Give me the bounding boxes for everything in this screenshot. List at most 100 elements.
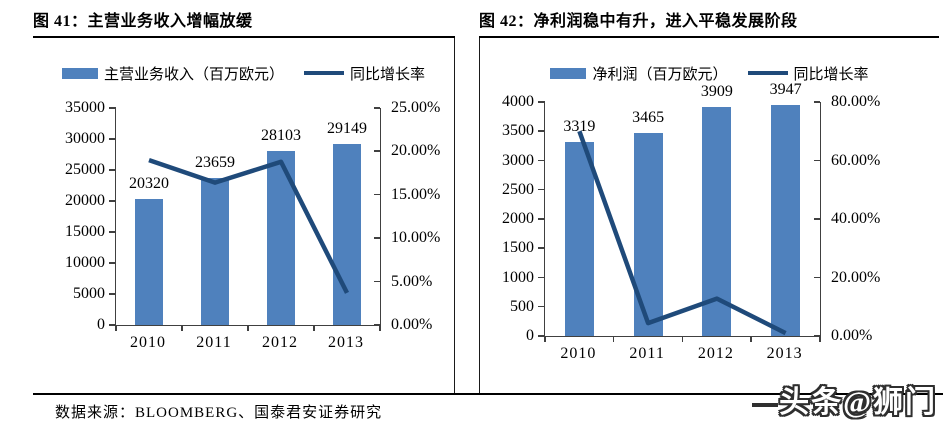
footer-divider: [33, 393, 943, 395]
right-axis-tick-label: 40.00%: [831, 210, 881, 228]
x-axis-tick: [819, 336, 821, 342]
bar-value-label: 23659: [195, 154, 235, 172]
right-axis-tick-label: 0.00%: [831, 327, 873, 345]
left-axis-tick: [109, 107, 116, 109]
right-axis-tick-label: 0.00%: [391, 316, 433, 334]
legend-item-revenue: 主营业务收入（百万欧元）: [61, 63, 284, 84]
left-value-axis: 0 500 1000 1500 2000 2500 3000 3500 4000: [480, 93, 544, 345]
year-label: 2013: [766, 345, 803, 362]
left-axis-tick-label: 0: [526, 327, 534, 345]
left-axis-tick-label: 10000: [65, 254, 105, 272]
x-axis-year-labels: 2010 2011 2012 2013: [544, 345, 821, 365]
year-label: 2010: [560, 345, 597, 362]
bar-2013: [771, 105, 801, 336]
right-axis-tick: [374, 280, 380, 283]
right-axis-tick: [814, 335, 820, 337]
plot-row: 0 500 1000 1500 2000 2500 3000 3500 4000 3319 346…: [480, 81, 939, 345]
x-axis-tick: [313, 325, 315, 331]
right-axis-tick: [814, 276, 820, 278]
left-axis-tick-label: 25000: [65, 161, 105, 179]
data-source-note: 数据来源：BLOOMBERG、国泰君安证券研究: [55, 405, 383, 421]
right-percent-axis: 0.00% 20.00% 40.00% 60.00% 80.00%: [821, 93, 931, 345]
x-axis-tick: [247, 325, 249, 331]
year-label: 2011: [196, 334, 232, 351]
figure-42-body: 净利润（百万欧元） 同比增长率 0 500 1000 1500 2000 2500 3000…: [479, 38, 939, 393]
left-axis-tick-label: 20000: [65, 192, 105, 210]
left-axis-tick: [538, 188, 545, 191]
right-axis-tick-label: 15.00%: [391, 185, 441, 204]
right-axis-tick-label: 25.00%: [391, 99, 441, 117]
left-axis-tick-label: 500: [510, 297, 534, 316]
bar-value-label: 3319: [563, 117, 596, 135]
left-axis-tick: [538, 305, 545, 308]
figure-41-legend: 主营业务收入（百万欧元） 同比增长率: [33, 62, 454, 84]
legend-label: 同比增长率: [350, 66, 426, 83]
right-axis-tick: [374, 324, 380, 326]
left-axis-tick: [109, 324, 116, 326]
watermark: 头条@狮门: [752, 377, 937, 421]
bar-value-label: 29149: [327, 120, 367, 138]
left-axis-tick: [538, 247, 545, 249]
bar-series-swatch-icon: [550, 67, 587, 79]
year-label: 2010: [130, 334, 166, 351]
x-axis-tick: [181, 325, 183, 331]
growth-rate-polyline: [148, 157, 350, 294]
left-axis-tick-label: 2000: [502, 210, 534, 228]
left-axis-tick: [538, 335, 545, 337]
right-axis-tick-label: 20.00%: [831, 268, 881, 287]
left-axis-tick-label: 4000: [502, 93, 534, 111]
left-axis-tick: [109, 293, 116, 295]
legend-label: 同比增长率: [793, 66, 869, 83]
bar-2013: [333, 144, 361, 325]
right-axis-tick: [374, 237, 380, 239]
x-axis-tick: [612, 336, 615, 342]
plot-area: 3319 3465 3909 3947: [538, 81, 821, 342]
legend-label: 净利润（百万欧元）: [592, 66, 728, 83]
plot-area: 20320 23659 28103 29149: [109, 107, 381, 331]
growth-rate-line: [148, 157, 350, 294]
year-label: 2012: [697, 345, 734, 362]
bar-series-swatch-icon: [61, 67, 98, 79]
x-axis-year-labels: 2010 2011 2012 2013: [115, 334, 381, 354]
right-axis-tick-label: 10.00%: [391, 229, 441, 248]
right-axis-tick-label: 5.00%: [391, 272, 433, 291]
plot-row: 0 5000 10000 15000 20000 25000 30000 35000 2032…: [33, 99, 454, 334]
x-axis-tick: [750, 336, 752, 342]
right-axis-tick: [814, 159, 820, 161]
left-axis-tick-label: 35000: [65, 99, 105, 117]
right-axis-tick-label: 80.00%: [831, 93, 881, 111]
bar-value-label: 3909: [700, 83, 733, 101]
figure-41-body: 主营业务收入（百万欧元） 同比增长率 0 5000 10000 15000 20000 2…: [33, 38, 455, 393]
figure-41-revenue-chart: 图 41：主营业务收入增幅放缓 主营业务收入（百万欧元） 同比增长率 0 5000…: [33, 8, 455, 393]
x-axis-tick: [115, 325, 117, 331]
right-axis-tick: [814, 101, 820, 103]
left-axis-tick-label: 1500: [502, 239, 534, 258]
left-axis-tick: [538, 218, 545, 220]
left-axis-tick: [109, 200, 116, 202]
left-axis-tick: [538, 130, 545, 132]
right-axis-tick: [374, 193, 380, 196]
legend-item-growth-rate: 同比增长率: [304, 63, 425, 84]
right-percent-axis: 0.00% 5.00% 10.00% 15.00% 20.00% 25.00%: [381, 99, 451, 334]
left-axis-tick-label: 3500: [502, 122, 534, 141]
right-axis-tick-label: 20.00%: [391, 142, 441, 161]
year-label: 2013: [328, 334, 364, 351]
left-axis-tick: [109, 262, 116, 264]
bar-value-label: 20320: [129, 175, 169, 193]
figure-41-title: 图 41：主营业务收入增幅放缓: [33, 8, 455, 38]
bar-2011: [201, 178, 229, 325]
x-axis-tick: [681, 336, 683, 342]
bar-value-label: 28103: [261, 126, 301, 144]
left-axis-tick: [538, 101, 545, 103]
x-axis-tick: [544, 336, 546, 342]
right-axis-tick: [374, 107, 380, 109]
left-axis-tick-label: 3000: [502, 151, 534, 170]
left-axis-tick: [109, 169, 116, 171]
left-axis-tick: [109, 138, 116, 140]
left-axis-tick: [538, 159, 545, 161]
right-axis-tick: [814, 218, 820, 220]
left-axis-tick-label: 30000: [65, 130, 105, 148]
left-axis-tick-label: 2500: [502, 180, 534, 199]
bar-value-label: 3465: [632, 109, 665, 127]
line-series-swatch-icon: [747, 71, 788, 75]
